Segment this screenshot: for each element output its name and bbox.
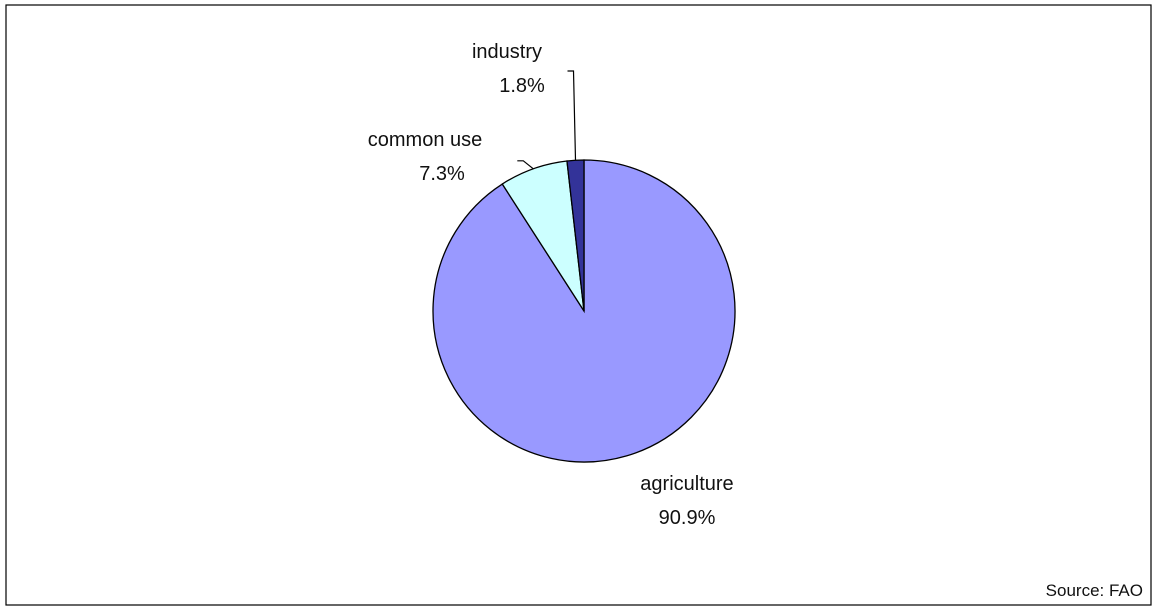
pie-slices — [432, 159, 736, 463]
leader-line-industry — [567, 70, 577, 161]
label-value-agriculture: 90.9% — [659, 507, 716, 529]
source-note: Source: FAO — [1046, 581, 1143, 600]
label-name-agriculture: agriculture — [640, 473, 733, 495]
label-value-common-use: 7.3% — [419, 163, 465, 185]
label-name-industry: industry — [472, 41, 542, 63]
leader-line-common-use — [517, 160, 534, 170]
label-value-industry: 1.8% — [499, 75, 545, 97]
label-name-common-use: common use — [368, 129, 483, 151]
pie-slice-industry — [566, 159, 585, 312]
leader-lines — [517, 70, 577, 170]
